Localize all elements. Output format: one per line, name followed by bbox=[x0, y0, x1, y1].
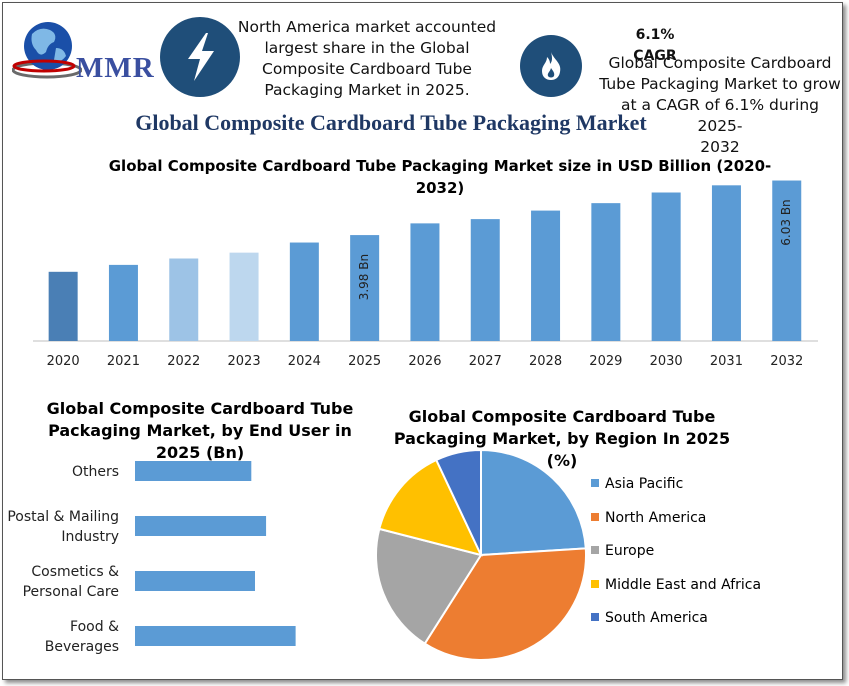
y-tick-label: Postal & Mailing bbox=[7, 509, 119, 525]
end-user-bar bbox=[135, 626, 296, 646]
info2-line: Tube Packaging Market to grow bbox=[599, 75, 841, 93]
region-chart-title: Global Composite Cardboard Tube Packagin… bbox=[392, 406, 732, 472]
size-chart-title-line: Global Composite Cardboard Tube Packagin… bbox=[108, 157, 772, 175]
x-tick-label: 2024 bbox=[288, 354, 321, 369]
y-tick-label: Food & bbox=[70, 619, 119, 635]
x-tick-label: 2022 bbox=[167, 354, 200, 369]
bar-2024 bbox=[289, 242, 319, 341]
bar-2028 bbox=[531, 210, 561, 341]
legend-item: Europe bbox=[591, 543, 654, 559]
end-user-bar bbox=[135, 516, 267, 536]
legend-item: North America bbox=[591, 510, 706, 526]
pie-slice-north-america bbox=[423, 547, 587, 661]
end-user-title-line: Packaging Market, by End User in bbox=[48, 421, 352, 440]
legend-label: Europe bbox=[605, 543, 655, 559]
flame-icon bbox=[520, 35, 582, 97]
legend-swatch bbox=[591, 512, 599, 521]
info1-line: Packaging Market in 2025. bbox=[264, 81, 470, 99]
info1-line: Composite Cardboard Tube bbox=[262, 60, 472, 78]
legend-swatch bbox=[591, 613, 599, 621]
y-tick-label: Beverages bbox=[45, 639, 119, 655]
legend-swatch bbox=[591, 479, 599, 487]
legend-swatch bbox=[591, 579, 599, 588]
bar-2029 bbox=[591, 203, 621, 341]
region-title-line: (%) bbox=[546, 451, 578, 470]
pie-slice-asia-pacific bbox=[480, 448, 587, 557]
x-tick-label: 2021 bbox=[107, 354, 140, 369]
bar-2027 bbox=[470, 219, 500, 341]
page-title: Global Composite Cardboard Tube Packagin… bbox=[135, 110, 647, 135]
y-tick-label: Industry bbox=[61, 529, 119, 545]
pie-slice-south-america bbox=[434, 448, 482, 556]
bar-2023 bbox=[229, 252, 259, 341]
region-title-line: Packaging Market, by Region In 2025 bbox=[393, 429, 731, 448]
x-tick-label: 2026 bbox=[408, 354, 441, 369]
globe-icon bbox=[12, 22, 82, 79]
end-user-bar bbox=[135, 461, 252, 481]
y-tick-label: Personal Care bbox=[23, 584, 119, 600]
x-tick-label: 2032 bbox=[770, 354, 803, 369]
legend-item: Middle East and Africa bbox=[591, 577, 761, 593]
info-cagr: Global Composite Cardboard Tube Packagin… bbox=[598, 53, 842, 158]
end-user-bar bbox=[135, 571, 255, 591]
pie-slice-middle-east-and-africa bbox=[378, 458, 483, 557]
x-tick-label: 2028 bbox=[529, 354, 562, 369]
bar-2021 bbox=[108, 264, 138, 341]
x-tick-label: 2029 bbox=[589, 354, 622, 369]
x-tick-label: 2027 bbox=[469, 354, 502, 369]
legend-item: Asia Pacific bbox=[591, 476, 683, 492]
legend-item: South America bbox=[591, 610, 708, 626]
legend-label: South America bbox=[605, 610, 708, 626]
info-north-america: North America market accounted largest s… bbox=[236, 17, 498, 99]
x-tick-label: 2031 bbox=[710, 354, 743, 369]
info2-line: Global Composite Cardboard bbox=[608, 54, 832, 72]
logo-text: MMR bbox=[76, 52, 155, 84]
info1-line: North America market accounted bbox=[237, 18, 497, 36]
bar-2020 bbox=[48, 271, 78, 341]
legend-swatch bbox=[591, 546, 599, 554]
bar-2026 bbox=[410, 223, 440, 341]
y-tick-label: Cosmetics & bbox=[31, 564, 119, 580]
end-user-bar-chart: Others Postal & Mailing Industry Cosmetics … bbox=[7, 461, 296, 655]
bar-2030 bbox=[651, 192, 681, 341]
size-chart-title: Global Composite Cardboard Tube Packagin… bbox=[60, 155, 820, 199]
data-label: 3.98 Bn bbox=[357, 254, 371, 300]
end-user-title-line: 2025 (Bn) bbox=[155, 443, 245, 462]
info2-line: 2032 bbox=[700, 138, 740, 156]
y-tick-label: Others bbox=[72, 464, 119, 480]
info1-line: largest share in the Global bbox=[264, 39, 470, 57]
end-user-chart-title: Global Composite Cardboard Tube Packagin… bbox=[40, 398, 360, 464]
market-size-bar-chart: 2020 2021 2022 2023 2024 2025 3.98 Bn 2026 2027 2… bbox=[33, 180, 818, 369]
data-label: 6.03 Bn bbox=[779, 199, 793, 245]
info2-line: at a CAGR of 6.1% during 2025- bbox=[621, 96, 819, 135]
bar-2025 bbox=[350, 235, 380, 341]
legend-label: Middle East and Africa bbox=[605, 576, 762, 593]
legend-label: Asia Pacific bbox=[605, 476, 684, 492]
size-chart-title-line: 2032) bbox=[415, 179, 465, 197]
bar-2022 bbox=[169, 258, 199, 341]
region-title-line: Global Composite Cardboard Tube bbox=[408, 407, 716, 426]
cagr-title: 6.1% CAGR bbox=[633, 27, 677, 64]
x-tick-label: 2025 bbox=[348, 354, 381, 369]
lightning-icon bbox=[160, 17, 240, 97]
bar-2031 bbox=[711, 185, 741, 341]
legend-label: North America bbox=[605, 509, 707, 526]
pie-slice-europe bbox=[375, 527, 483, 646]
x-tick-label: 2020 bbox=[47, 354, 80, 369]
region-pie-chart bbox=[375, 448, 587, 661]
x-tick-label: 2023 bbox=[228, 354, 261, 369]
x-tick-label: 2030 bbox=[650, 354, 683, 369]
bar-2032 bbox=[772, 180, 802, 341]
end-user-title-line: Global Composite Cardboard Tube bbox=[46, 399, 354, 418]
